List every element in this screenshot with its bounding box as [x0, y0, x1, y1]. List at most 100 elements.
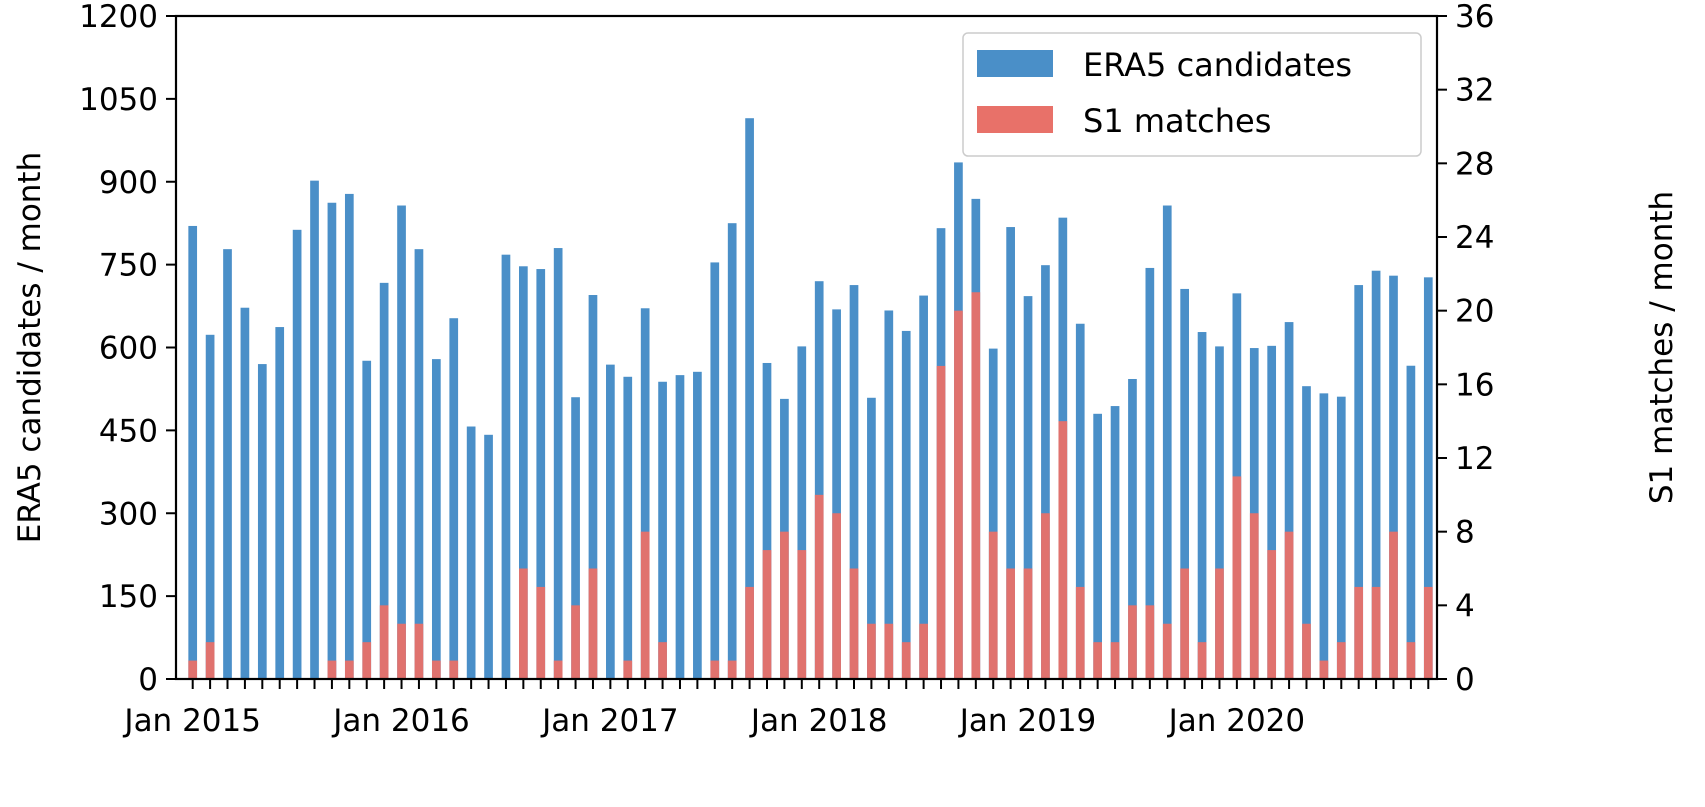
x-tick-label: Jan 2018 [749, 703, 888, 739]
left-y-tick-label: 450 [99, 413, 158, 449]
s1-bar [745, 586, 754, 679]
right-y-tick-label: 24 [1455, 220, 1494, 256]
s1-bar [1162, 623, 1172, 679]
s1-bar [832, 513, 841, 679]
era5-bar [466, 426, 476, 679]
s1-bar [397, 623, 406, 679]
era5-bar [884, 310, 894, 679]
era5-bar [240, 307, 250, 679]
s1-bar [867, 623, 876, 679]
era5-bar [1180, 288, 1190, 679]
left-y-tick-label: 750 [99, 248, 158, 284]
s1-bar [1180, 568, 1190, 679]
s1-bar [519, 568, 528, 679]
s1-bar [623, 660, 633, 679]
right-y-tick-label: 4 [1455, 588, 1475, 624]
era5-bar [310, 180, 319, 679]
right-y-tick-label: 36 [1455, 0, 1494, 35]
right-y-tick-label: 20 [1455, 294, 1494, 330]
era5-bar [1041, 265, 1050, 679]
x-tick-label: Jan 2019 [958, 703, 1097, 739]
era5-bar [867, 397, 876, 679]
s1-bar [449, 660, 459, 679]
legend-box [962, 32, 1422, 157]
s1-bar [188, 660, 198, 679]
era5-bar [832, 309, 841, 679]
right-y-tick-label: 16 [1455, 367, 1494, 403]
era5-bar [814, 281, 824, 679]
s1-bar [344, 660, 354, 679]
s1-bar [1215, 568, 1224, 679]
s1-bar [1336, 642, 1346, 679]
s1-bar [901, 642, 911, 679]
era5-bar [327, 202, 337, 679]
legend: ERA5 candidates S1 matches [962, 32, 1422, 157]
left-y-tick-label: 900 [99, 165, 158, 201]
s1-bar [588, 568, 598, 679]
era5-bar [1128, 378, 1137, 679]
s1-bar [1058, 421, 1068, 679]
era5-bar [257, 364, 267, 679]
era5-bar [710, 262, 720, 679]
legend-swatch-s1 [977, 106, 1053, 133]
era5-bar [919, 295, 928, 679]
s1-bar [954, 310, 963, 679]
era5-bar [449, 318, 459, 679]
era5-bar [1110, 406, 1120, 679]
s1-bar [814, 494, 824, 679]
s1-bar [1406, 642, 1416, 679]
s1-bars [188, 292, 1433, 679]
era5-bar [431, 359, 441, 679]
era5-bar [797, 346, 807, 679]
era5-bar [1423, 277, 1433, 679]
era5-bar [536, 269, 546, 679]
era5-bar [606, 364, 615, 679]
era5-bar [901, 330, 911, 679]
era5-bar [988, 348, 998, 679]
era5-bar [414, 249, 424, 679]
era5-bar [397, 205, 406, 679]
left-y-tick-label: 1050 [79, 82, 158, 118]
era5-bar [693, 371, 702, 679]
s1-bar [1284, 531, 1294, 679]
s1-bar [1389, 531, 1398, 679]
legend-label-s1: S1 matches [1083, 102, 1271, 140]
left-y-tick-label: 150 [99, 579, 158, 615]
left-y-tick-label: 600 [99, 331, 158, 367]
era5-bar [379, 282, 389, 679]
left-y-tick-label: 0 [138, 662, 158, 698]
era5-bar [1336, 396, 1346, 679]
s1-bar [362, 642, 372, 679]
era5-bar [1145, 267, 1155, 679]
era5-bar [275, 327, 285, 679]
era5-bar [1406, 365, 1416, 679]
left-y-tick-label: 300 [99, 496, 158, 532]
era5-bar [745, 118, 754, 679]
s1-bar [1093, 642, 1102, 679]
era5-bar [1197, 332, 1207, 679]
era5-bar [1389, 275, 1398, 679]
era5-bar [1006, 227, 1015, 679]
x-tick-label: Jan 2015 [122, 703, 261, 739]
era5-bar [519, 266, 528, 679]
x-tick-label: Jan 2016 [331, 703, 470, 739]
legend-swatch-era5 [977, 50, 1053, 77]
s1-bar [1371, 586, 1381, 679]
era5-bars [188, 118, 1433, 680]
s1-bar [1075, 586, 1085, 679]
s1-bar [1128, 605, 1137, 679]
s1-bar [414, 623, 424, 679]
s1-bar [1041, 513, 1050, 679]
era5-bar [1162, 205, 1172, 679]
right-y-tick-label: 12 [1455, 441, 1494, 477]
era5-bar [501, 254, 511, 679]
right-y-tick-label: 0 [1455, 662, 1475, 698]
s1-bar [379, 605, 389, 679]
era5-bar [484, 434, 493, 679]
s1-bar [780, 531, 789, 679]
era5-bar [762, 362, 772, 679]
x-tick-label: Jan 2017 [540, 703, 679, 739]
era5-bar [623, 376, 633, 679]
s1-bar [919, 623, 928, 679]
era5-bar [292, 229, 302, 679]
